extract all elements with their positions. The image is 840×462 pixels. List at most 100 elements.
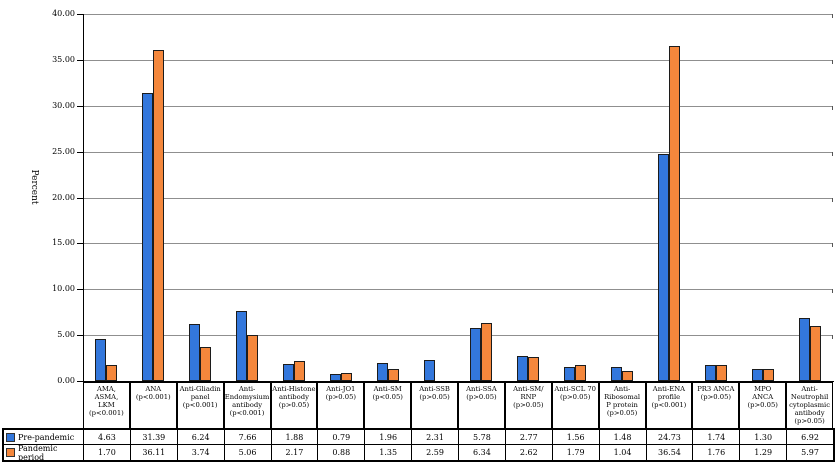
gridline-end-tick <box>832 289 833 294</box>
category-header-line: Anti-Histone <box>272 385 316 393</box>
category-header-line: (p<0.001) <box>135 393 171 401</box>
bar-pandemic-period <box>247 334 259 381</box>
category-header-line: Anti-Gliadin <box>179 385 221 393</box>
bar-pandemic-period <box>622 371 634 381</box>
bar-pre-pandemic <box>564 366 576 381</box>
category-header-line: Anti-SSB <box>419 385 450 393</box>
category-header-cell: Anti-SM/RNP (p>0.05) <box>504 382 552 429</box>
bar-pandemic-period <box>668 45 680 381</box>
bar-pre-pandemic <box>189 323 201 381</box>
value-cell: 1.48 <box>598 430 646 444</box>
value-cell: 24.73 <box>645 430 693 444</box>
bar-pre-pandemic <box>329 373 341 381</box>
value-cell: 2.59 <box>411 445 458 460</box>
value-cell: 2.17 <box>270 445 318 460</box>
bar-pandemic-period <box>809 326 821 381</box>
bar-pre-pandemic <box>282 363 294 381</box>
category-header-line: (p>0.05) <box>513 401 544 409</box>
category-header-cell: ANA (p<0.001) <box>129 382 177 429</box>
category-header-line: (p>0.05) <box>700 393 732 401</box>
bar-pre-pandemic <box>798 317 810 381</box>
category-header-line: antibody <box>794 409 825 417</box>
table-row-pre-pandemic: Pre-pandemic 4.63 31.39 6.24 7.66 1.88 0.79 1.9… <box>4 430 833 445</box>
legend-label: Pre-pandemic <box>18 432 75 442</box>
value-cell: 6.92 <box>786 430 833 444</box>
gridline-end-tick <box>832 151 833 156</box>
value-cell: 2.62 <box>504 445 552 460</box>
category-header-line: antibody <box>232 401 263 409</box>
y-axis-tick-label: 10.00 <box>52 284 75 294</box>
value-cell: 1.76 <box>692 445 739 460</box>
value-cell: 36.54 <box>645 445 693 460</box>
category-header-line: profile <box>657 393 681 401</box>
bar-pre-pandemic <box>423 359 435 381</box>
value-cell: 31.39 <box>129 430 177 444</box>
y-axis-tick <box>77 289 83 291</box>
y-axis-tick <box>77 335 83 337</box>
category-header-cell: MPO ANCA (p>0.05) <box>739 382 787 429</box>
category-header-line: Ribosomal <box>604 393 641 401</box>
bar-pandemic-period <box>528 356 540 381</box>
category-header-line: Endomysium <box>224 393 270 401</box>
bar-pandemic-period <box>481 322 493 381</box>
gridline-end-tick <box>832 105 833 110</box>
bar-pre-pandemic <box>470 327 482 381</box>
value-cell: 1.70 <box>83 445 130 460</box>
category-header-cell: Anti-SCL 70 (p>0.05) <box>551 382 599 429</box>
y-axis-tick-label: 35.00 <box>52 54 75 64</box>
bar-pandemic-period <box>340 372 352 381</box>
bar-pandemic-period <box>387 368 399 381</box>
category-header-line: ANCA <box>752 393 774 401</box>
category-header-cell: AMA, ASMA, LKM (p<0.001) <box>83 382 130 429</box>
bar-pandemic-period <box>293 361 305 381</box>
value-cell: 1.74 <box>692 430 739 444</box>
gridline <box>83 105 833 107</box>
gridline <box>83 14 833 15</box>
category-header-line: ASMA, <box>94 393 119 401</box>
bar-pre-pandemic <box>611 367 623 381</box>
value-cell: 1.79 <box>551 445 599 460</box>
category-header-line: (p>0.05) <box>747 401 778 409</box>
gridline-end-tick <box>832 14 833 18</box>
bar-pandemic-period <box>575 364 587 381</box>
category-header-line: Neutrophil <box>790 393 829 401</box>
category-header-cell: Anti-JO1 (p>0.05) <box>317 382 365 429</box>
value-cell: 5.06 <box>223 445 271 460</box>
value-cell: 1.30 <box>739 430 786 444</box>
category-header-line: AMA, <box>96 385 116 393</box>
bar-pre-pandemic <box>376 363 388 381</box>
bar-pandemic-period <box>200 346 212 381</box>
gridline-end-tick <box>832 243 833 248</box>
bar-pre-pandemic <box>657 154 669 381</box>
gridline <box>83 289 833 291</box>
category-header-cell: Anti-Gliadin panel (p<0.001) <box>176 382 224 429</box>
category-header-cell: Anti- Endomysium antibody (p<0.001) <box>223 382 271 429</box>
bar-pre-pandemic <box>236 310 248 381</box>
value-cell: 36.11 <box>129 445 177 460</box>
value-cell: 4.63 <box>83 430 130 444</box>
category-header-line: (p>0.05) <box>325 393 357 401</box>
category-header-line: LKM <box>98 401 115 409</box>
y-axis-tick <box>77 243 83 245</box>
category-header-line: Anti-SSA <box>466 385 497 393</box>
y-axis-tick <box>77 197 83 199</box>
bar-pre-pandemic <box>142 92 154 381</box>
category-header-line: cytoplasmic <box>789 401 831 409</box>
gridline <box>83 335 833 337</box>
legend-cell: Pre-pandemic <box>4 430 85 444</box>
gridline-end-tick <box>832 197 833 202</box>
y-axis-tick-label: 40.00 <box>52 9 75 18</box>
category-header-line: MPO <box>754 385 772 393</box>
bar-pandemic-period <box>106 365 118 381</box>
category-header-line: (p>0.05) <box>606 409 638 417</box>
x-axis-line <box>83 381 834 382</box>
category-header-cell: Anti-SSA (p>0.05) <box>458 382 505 429</box>
value-cell: 1.35 <box>364 445 411 460</box>
y-axis-tick <box>77 151 83 153</box>
category-header-line: Anti-SM <box>373 385 402 393</box>
value-cell: 6.34 <box>458 445 505 460</box>
y-axis-tick-label: 0.00 <box>57 376 75 385</box>
value-cell: 1.96 <box>364 430 411 444</box>
category-header-line: ANA <box>145 385 162 393</box>
category-header-cell: Anti- Ribosomal P protein (p>0.05) <box>598 382 646 429</box>
